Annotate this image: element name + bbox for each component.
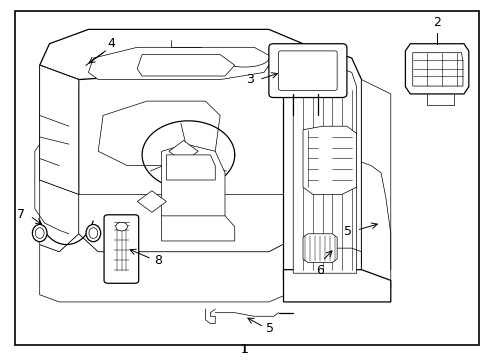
Polygon shape [79,194,303,252]
Polygon shape [40,180,79,252]
Polygon shape [79,65,303,216]
Polygon shape [161,216,234,241]
Text: 6: 6 [316,264,324,277]
Polygon shape [137,191,166,212]
Polygon shape [361,80,390,288]
Polygon shape [293,65,356,273]
Polygon shape [40,234,303,302]
FancyBboxPatch shape [278,51,336,90]
Circle shape [116,222,127,231]
Polygon shape [40,30,303,80]
Text: 2: 2 [432,17,440,30]
Polygon shape [161,144,224,226]
Polygon shape [88,47,273,80]
FancyBboxPatch shape [268,44,346,98]
Ellipse shape [32,225,47,242]
Polygon shape [303,234,336,262]
Polygon shape [283,51,361,280]
Polygon shape [98,101,220,166]
Polygon shape [40,65,79,194]
Text: 8: 8 [154,254,162,267]
Polygon shape [137,54,234,76]
Ellipse shape [35,228,44,238]
Text: 5: 5 [266,322,274,335]
Polygon shape [40,65,79,194]
Text: 7: 7 [17,208,25,221]
Polygon shape [412,53,462,86]
Text: 5: 5 [343,225,351,238]
Polygon shape [303,126,356,194]
Ellipse shape [86,225,101,242]
Polygon shape [166,155,215,180]
Polygon shape [283,270,390,302]
Text: 4: 4 [107,37,115,50]
Text: 1: 1 [240,343,248,356]
Polygon shape [405,44,468,94]
Text: 3: 3 [246,73,254,86]
FancyBboxPatch shape [104,215,139,283]
Ellipse shape [89,228,98,238]
Polygon shape [168,140,198,162]
